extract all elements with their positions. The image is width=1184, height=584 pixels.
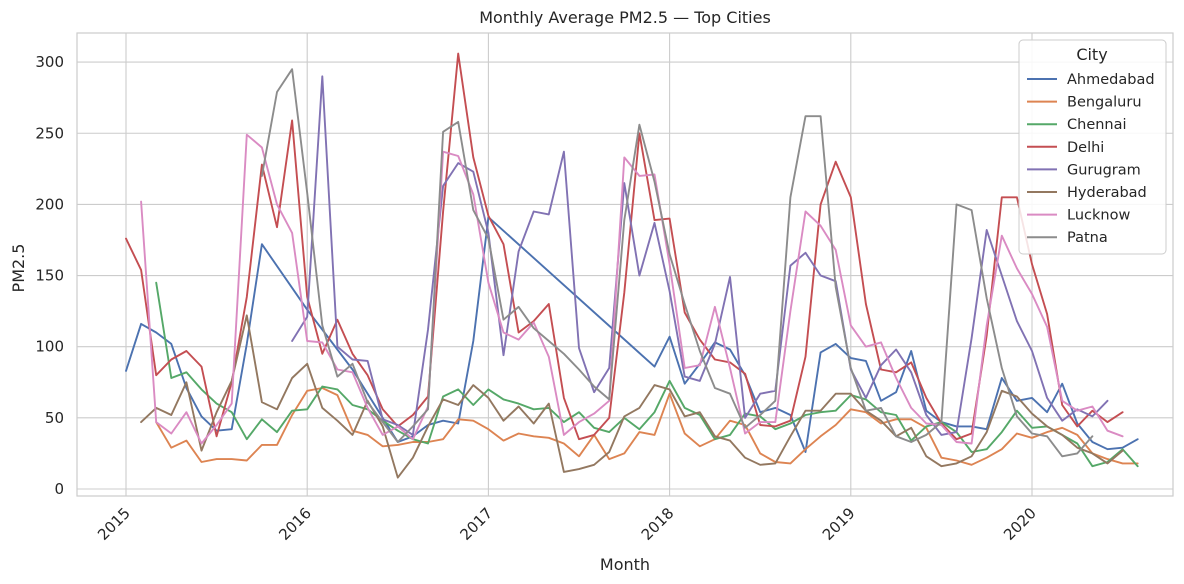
legend-label-ahmedabad: Ahmedabad [1067,72,1155,88]
y-tick-label: 200 [35,195,64,213]
legend-label-chennai: Chennai [1067,117,1127,133]
legend-items: Ahmedabad Bengaluru Chennai Delhi Gurugram Hy… [1027,72,1155,246]
x-tick-label: 2018 [638,504,678,544]
chart-title: Monthly Average PM2.5 — Top Cities [479,8,771,27]
y-tick-label: 300 [35,53,64,71]
legend-label-hyderabad: Hyderabad [1067,185,1147,201]
x-axis-ticks: 2015 2016 2017 2018 2019 2020 [94,504,1040,544]
series-line-delhi [125,52,1124,441]
x-tick-label: 2016 [275,504,315,544]
legend-label-bengaluru: Bengaluru [1067,95,1142,111]
y-tick-label: 250 [35,124,64,142]
x-tick-label: 2015 [94,504,134,544]
legend-label-gurugram: Gurugram [1067,162,1141,178]
series-line-patna [260,68,1094,458]
y-axis-ticks: 0 50 100 150 200 250 300 [35,53,64,498]
legend-box [1018,39,1167,255]
legend-label-lucknow: Lucknow [1067,208,1130,224]
legend-label-delhi: Delhi [1067,140,1104,156]
x-axis-label: Month [600,555,650,574]
x-tick-label: 2017 [456,504,496,544]
plot-area [76,32,1174,497]
series-line-gurugram [291,75,1109,436]
legend-label-patna: Patna [1067,230,1108,246]
legend: City Ahmedabad Bengaluru Chennai Delhi Gurug… [1018,39,1167,255]
y-tick-label: 150 [35,267,64,285]
series-lines [125,52,1139,479]
legend-title: City [1076,45,1107,64]
x-tick-label: 2019 [819,504,859,544]
series-line-hyderabad [140,314,1124,479]
series-line-bengaluru [155,387,1139,466]
y-tick-label: 0 [54,480,64,498]
y-tick-label: 50 [45,409,64,427]
y-axis-label: PM2.5 [9,244,28,293]
y-tick-label: 100 [35,338,64,356]
x-tick-label: 2020 [1000,504,1040,544]
